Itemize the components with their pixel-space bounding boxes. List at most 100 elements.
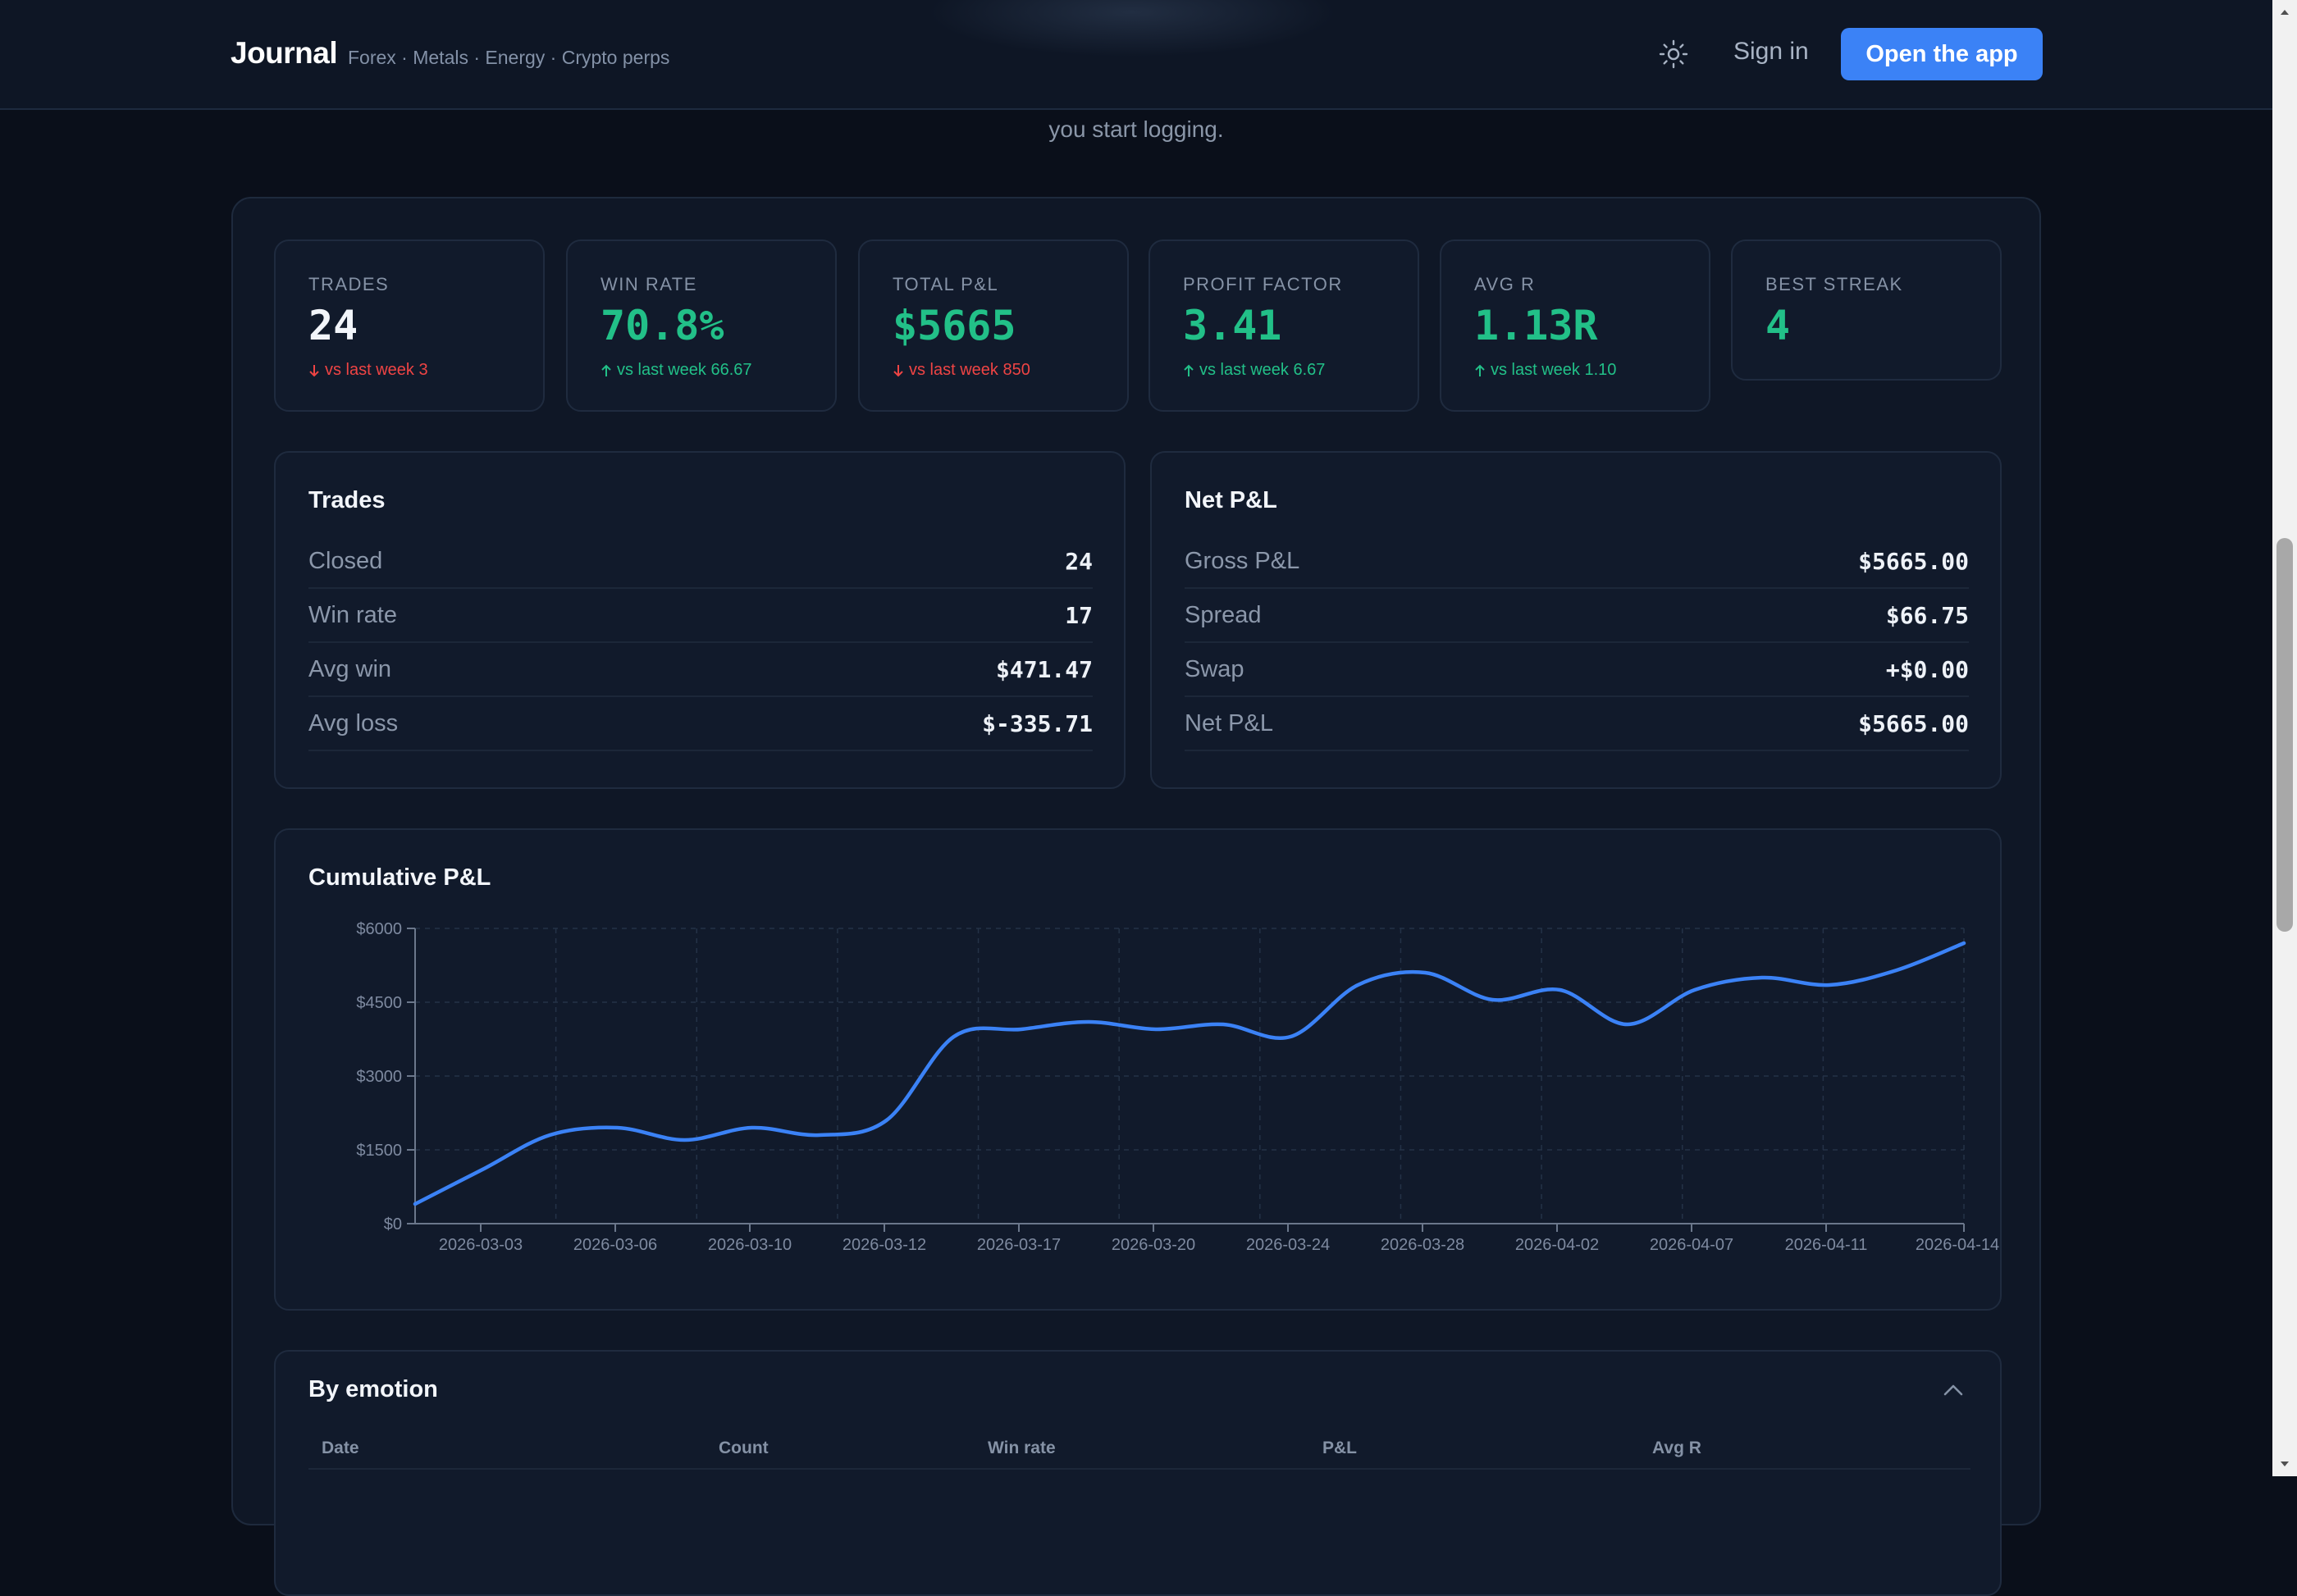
arrow-down-icon <box>893 364 903 376</box>
stat-card-profit-factor: PROFIT FACTOR 3.41 vs last week 6.67 <box>1148 239 1419 412</box>
y-tick-label: $6000 <box>356 920 402 938</box>
arrow-down-icon <box>309 364 319 376</box>
row-value: 17 <box>1065 601 1093 629</box>
row-value: $471.47 <box>995 655 1093 683</box>
sign-in-link[interactable]: Sign in <box>1733 38 1809 65</box>
stat-value: 1.13R <box>1474 302 1598 349</box>
column-header[interactable]: Win rate <box>988 1439 1056 1457</box>
dashboard-panel: TRADES 24 vs last week 3 WIN RATE 70.8% … <box>231 197 2041 1596</box>
stat-delta: vs last week 3 <box>308 361 428 380</box>
info-row: Net P&L $5665.00 <box>1185 697 1969 751</box>
column-header[interactable]: Date <box>322 1439 359 1457</box>
row-label: Avg loss <box>308 709 399 736</box>
stat-label: TRADES <box>308 274 390 294</box>
x-tick-label: 2026-03-10 <box>708 1236 792 1254</box>
x-tick-label: 2026-03-24 <box>1246 1236 1330 1254</box>
cumulative-pnl-card: Cumulative P&L $0 $1500 $3000 $4500 $6000 202… <box>274 828 2002 1311</box>
x-tick-label: 2026-03-03 <box>439 1236 523 1254</box>
arrow-up-icon <box>1184 364 1194 376</box>
stat-label: PROFIT FACTOR <box>1183 274 1343 294</box>
x-tick-label: 2026-04-14 <box>1916 1236 1999 1254</box>
row-label: Swap <box>1185 655 1244 682</box>
by-emotion-card: By emotion Date Count Win rate P&L Avg R <box>274 1350 2002 1596</box>
row-value: 24 <box>1065 547 1093 575</box>
x-tick-label: 2026-03-06 <box>573 1236 657 1254</box>
row-label: Avg win <box>308 655 392 682</box>
stat-card-best-streak: BEST STREAK 4 <box>1731 239 2002 381</box>
stat-value: 70.8% <box>601 302 724 349</box>
x-tick-label: 2026-03-17 <box>977 1236 1061 1254</box>
stat-delta: vs last week 6.67 <box>1183 361 1325 380</box>
stat-label: WIN RATE <box>601 274 697 294</box>
row-value: $66.75 <box>1885 601 1969 629</box>
info-row: Avg loss $-335.71 <box>308 697 1093 751</box>
stat-value: 24 <box>308 302 358 349</box>
scroll-down-icon[interactable] <box>2272 1452 2297 1476</box>
scroll-up-icon[interactable] <box>2272 0 2297 25</box>
row-label: Net P&L <box>1185 709 1273 736</box>
net-pnl-card: Net P&L Gross P&L $5665.00 Spread $66.75… <box>1150 451 2002 789</box>
cumulative-pnl-line <box>413 941 1966 1206</box>
arrow-up-icon <box>1475 364 1485 376</box>
chart-title: Cumulative P&L <box>308 864 491 891</box>
row-label: Gross P&L <box>1185 547 1300 574</box>
y-tick-label: $3000 <box>356 1068 402 1086</box>
cumulative-pnl-chart: $0 $1500 $3000 $4500 $6000 2026-03-03 2026-03-… <box>356 920 1999 1254</box>
stat-delta-text: vs last week 3 <box>325 361 428 379</box>
stat-card-win-rate: WIN RATE 70.8% vs last week 66.67 <box>566 239 837 412</box>
trades-card: Trades Closed 24 Win rate 17 Avg win $47… <box>274 451 1126 789</box>
stat-value: 3.41 <box>1183 302 1282 349</box>
row-label: Closed <box>308 547 383 574</box>
info-row: Win rate 17 <box>308 589 1093 643</box>
stat-delta: vs last week 1.10 <box>1474 361 1616 380</box>
chevron-up-icon[interactable] <box>1939 1376 1967 1404</box>
stat-value: $5665 <box>893 302 1016 349</box>
arrow-up-icon <box>601 364 611 376</box>
stat-delta-text: vs last week 850 <box>909 361 1030 379</box>
row-value: $5665.00 <box>1858 547 1969 575</box>
row-value: +$0.00 <box>1885 655 1969 683</box>
stat-label: AVG R <box>1474 274 1536 294</box>
x-tick-label: 2026-04-07 <box>1650 1236 1733 1254</box>
markets-tagline: Forex · Metals · Energy · Crypto perps <box>348 47 670 68</box>
scrollbar-thumb[interactable] <box>2276 538 2293 932</box>
card-title: By emotion <box>308 1376 438 1402</box>
x-tick-label: 2026-04-11 <box>1785 1236 1868 1254</box>
stat-delta: vs last week 850 <box>893 361 1030 380</box>
stat-card-avg-r: AVG R 1.13R vs last week 1.10 <box>1440 239 1710 412</box>
stat-delta-text: vs last week 66.67 <box>617 361 752 379</box>
stat-label: BEST STREAK <box>1765 274 1903 294</box>
trades-rows: Closed 24 Win rate 17 Avg win $471.47 Av… <box>308 535 1093 751</box>
stat-value: 4 <box>1765 302 1791 349</box>
open-app-button[interactable]: Open the app <box>1841 28 2043 80</box>
stat-delta: vs last week 66.67 <box>601 361 752 380</box>
stat-label: TOTAL P&L <box>893 274 999 294</box>
info-row: Avg win $471.47 <box>308 643 1093 697</box>
pnl-rows: Gross P&L $5665.00 Spread $66.75 Swap +$… <box>1185 535 1969 751</box>
brand-logo[interactable]: Journal <box>231 36 338 70</box>
x-tick-label: 2026-03-20 <box>1112 1236 1195 1254</box>
info-row: Gross P&L $5665.00 <box>1185 535 1969 589</box>
row-label: Win rate <box>308 601 397 628</box>
row-value: $-335.71 <box>982 709 1093 737</box>
page-scrollbar[interactable] <box>2272 0 2297 1476</box>
stat-delta-text: vs last week 6.67 <box>1199 361 1326 379</box>
x-tick-label: 2026-04-02 <box>1515 1236 1599 1254</box>
y-tick-label: $1500 <box>356 1142 402 1160</box>
x-tick-label: 2026-03-12 <box>843 1236 926 1254</box>
top-navbar: Journal Forex · Metals · Energy · Crypto… <box>0 0 2272 110</box>
stat-card-total-pnl: TOTAL P&L $5665 vs last week 850 <box>858 239 1129 412</box>
column-header[interactable]: Avg R <box>1652 1439 1701 1457</box>
column-header[interactable]: Count <box>719 1439 769 1457</box>
y-tick-label: $4500 <box>356 994 402 1012</box>
column-header[interactable]: P&L <box>1322 1439 1357 1457</box>
sun-icon[interactable] <box>1657 38 1690 71</box>
card-title: Net P&L <box>1185 487 1277 513</box>
info-row: Swap +$0.00 <box>1185 643 1969 697</box>
row-value: $5665.00 <box>1858 709 1969 737</box>
y-tick-label: $0 <box>384 1215 402 1233</box>
stat-card-trades: TRADES 24 vs last week 3 <box>274 239 545 412</box>
info-row: Closed 24 <box>308 535 1093 589</box>
card-title: Trades <box>308 487 386 513</box>
info-row: Spread $66.75 <box>1185 589 1969 643</box>
